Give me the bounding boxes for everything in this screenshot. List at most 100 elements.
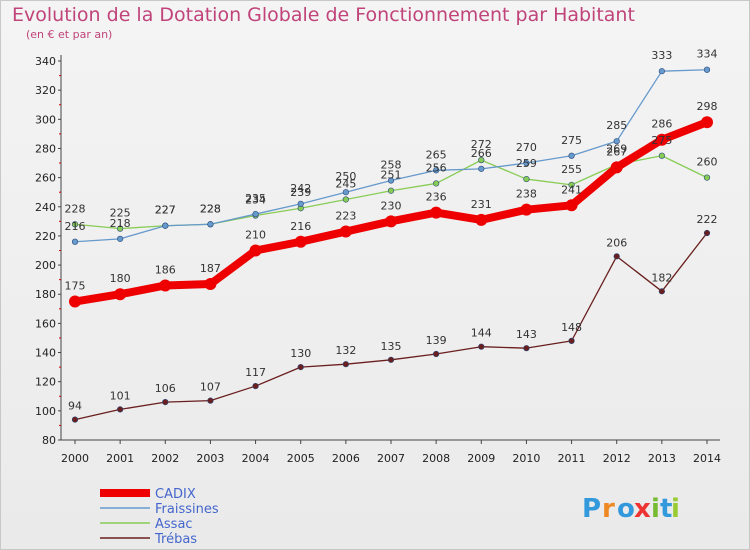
logo-letter: i [671,494,680,524]
data-label-trbas: 117 [245,366,266,379]
legend-entry: CADIX [155,487,196,502]
data-point-fraissines [342,189,349,196]
data-point-trbas [207,397,214,404]
y-tick-label: 200 [35,259,56,272]
data-point-cadix [159,279,172,292]
data-point-fraissines [252,210,259,218]
data-label-trbas: 106 [155,382,176,395]
data-label-fraissines: 333 [651,49,672,62]
data-point-trbas [523,345,530,352]
y-tick-label: 320 [35,84,56,97]
data-label-fraissines: 235 [245,192,266,205]
logo-letter: t [660,494,672,524]
data-label-trbas: 206 [606,236,627,249]
data-point-assac [568,181,575,189]
legend-entry: Fraissines [155,502,219,517]
data-point-cadix [294,235,307,248]
data-point-cadix [385,215,397,228]
data-label-assac: 234 [245,194,266,207]
data-point-assac [433,180,440,187]
y-tick-label: 340 [35,55,56,68]
data-point-assac [342,196,349,203]
x-tick-label: 2014 [693,452,721,465]
data-label-assac: 225 [110,207,131,220]
y-tick-label: 80 [42,434,56,447]
data-label-assac: 227 [155,204,176,217]
x-tick-label: 2012 [603,452,631,465]
data-label-cadix: 236 [426,191,447,204]
logo-letter: P [582,494,601,524]
x-tick-label: 2007 [377,452,405,465]
data-label-cadix: 238 [516,188,537,201]
y-tick-label: 220 [35,230,56,243]
data-label-cadix: 180 [110,272,131,285]
data-label-cadix: 231 [471,198,492,211]
x-tick-label: 2009 [467,452,495,465]
x-tick-label: 2008 [422,452,450,465]
data-point-cadix [204,278,217,291]
data-point-cadix [114,288,127,301]
data-point-cadix [339,225,352,238]
data-label-trbas: 101 [110,389,131,402]
x-tick-label: 2003 [196,452,224,465]
data-point-cadix [249,244,262,257]
data-point-trbas [433,350,440,358]
data-label-trbas: 182 [651,271,672,284]
data-label-trbas: 222 [697,213,718,226]
data-point-trbas [252,382,259,390]
data-point-fraissines [433,167,440,174]
y-tick-label: 260 [35,172,56,185]
data-point-trbas [342,361,349,368]
data-label-fraissines: 216 [65,220,86,233]
axes: 80 100 120 140 160 180 200 220 240 260 280 300 320 34… [35,55,721,465]
data-point-assac [703,174,711,181]
data-label-trbas: 135 [381,340,402,353]
data-label-cadix: 286 [651,118,672,131]
legend-entry: Assac [155,517,193,532]
data-label-trbas: 148 [561,321,582,334]
data-label-fraissines: 334 [697,48,718,61]
data-point-trbas [568,337,575,344]
data-label-fraissines: 270 [516,141,537,154]
data-point-assac [71,221,79,228]
logo-letter: x [634,494,651,524]
x-tick-label: 2006 [332,452,360,465]
data-label-cadix: 241 [561,183,582,196]
x-tick-label: 2001 [106,452,134,465]
data-point-assac [658,152,665,159]
data-label-cadix: 298 [697,100,718,113]
y-tick-label: 300 [35,113,56,126]
y-tick-label: 120 [35,376,56,389]
x-tick-label: 2000 [61,452,89,465]
chart-title: Evolution de la Dotation Globale de Fonc… [12,4,635,26]
y-tick-label: 160 [35,317,56,330]
x-tick-label: 2010 [512,452,540,465]
data-label-fraissines: 285 [606,119,627,132]
data-label-fraissines: 218 [110,217,131,230]
data-point-assac [523,175,530,183]
data-label-assac: 275 [651,134,672,147]
data-point-cadix [701,116,713,129]
x-tick-label: 2005 [287,452,315,465]
data-point-cadix [475,213,488,226]
data-label-assac: 251 [381,169,402,182]
data-label-cadix: 175 [65,280,86,293]
data-label-fraissines: 242 [290,182,311,195]
data-point-trbas [297,364,304,371]
legend-entry: Trébas [154,532,197,547]
data-point-fraissines [568,152,575,159]
data-label-assac: 228 [65,202,86,215]
data-label-cadix: 230 [381,199,402,212]
data-point-assac [117,225,124,232]
data-label-trbas: 130 [290,347,311,360]
y-tick-label: 100 [35,405,56,418]
data-label-fraissines: 258 [381,159,402,172]
data-labels: 94 101 106 107 117 130 132 135 139 144 143 148 206 18… [65,48,718,413]
data-label-cadix: 210 [245,229,266,242]
data-point-cadix [69,295,81,308]
data-point-trbas [162,399,169,406]
